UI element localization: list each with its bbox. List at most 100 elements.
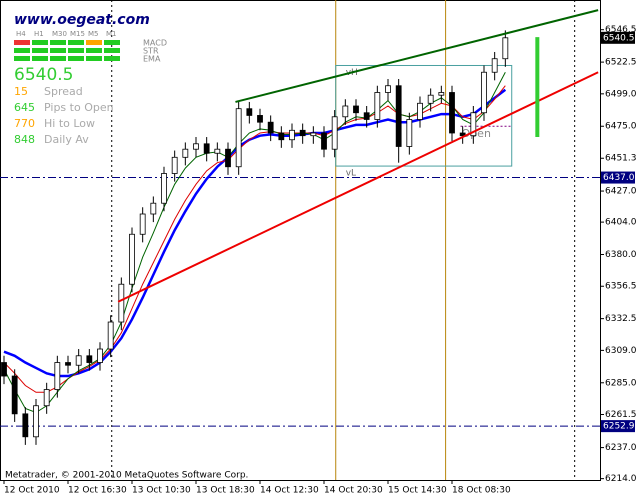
- candle-body: [54, 362, 61, 390]
- level-label: 6437.0: [603, 173, 635, 183]
- y-tick-label: 6214.0: [605, 474, 636, 484]
- candle-body: [129, 233, 135, 285]
- candle-body: [363, 112, 370, 120]
- price-label: 6540.5: [603, 33, 635, 43]
- candle-body: [75, 355, 82, 366]
- signal-box: [68, 56, 84, 61]
- candle-body: [395, 85, 402, 147]
- range-box: [335, 64, 513, 167]
- candle-body: [214, 148, 221, 154]
- candle-body: [43, 389, 50, 407]
- indicator-label: STR: [143, 47, 159, 56]
- candle-body: [299, 129, 306, 137]
- candle-body: [267, 121, 274, 134]
- plot-border: [0, 0, 601, 481]
- candle-body: [118, 283, 125, 323]
- candle-body: [406, 119, 413, 147]
- candle-body: [417, 102, 423, 120]
- candle-body: [182, 148, 189, 158]
- open-label: Open: [462, 127, 491, 140]
- candle-body: [193, 143, 199, 150]
- candle-body: [321, 132, 327, 150]
- candle-body: [289, 129, 295, 141]
- y-tick-label: 6285.0: [605, 378, 636, 388]
- candle-body: [107, 321, 114, 350]
- trendline: [235, 9, 599, 103]
- timeframe: M30: [52, 30, 67, 38]
- candle-body: [150, 202, 157, 215]
- candle-body: [203, 143, 210, 154]
- candle-body: [86, 355, 93, 363]
- y-tick-label: 6380.0: [605, 250, 636, 260]
- timeframe: M5: [88, 30, 99, 38]
- box-bottom-label: vL: [346, 169, 356, 179]
- candle-body: [161, 173, 167, 204]
- candle-body: [449, 92, 455, 134]
- candle-body: [331, 116, 338, 150]
- candle-body: [438, 92, 445, 96]
- stat-value: 848: [14, 133, 35, 146]
- y-tick-label: 6356.5: [605, 282, 636, 292]
- signal-box: [104, 56, 120, 61]
- candle-body: [246, 108, 253, 116]
- price-big: 6540.5: [14, 65, 73, 85]
- site-name: www.oegeat.com: [14, 12, 150, 28]
- level-label: 6252.9: [603, 422, 635, 432]
- y-tick-label: 6451.3: [605, 154, 636, 164]
- candle-body: [353, 105, 359, 114]
- level-box: [601, 171, 635, 184]
- signal-box: [68, 48, 84, 53]
- stat-value: 770: [14, 117, 35, 130]
- candle-body: [171, 156, 178, 174]
- indicator-label: MACD: [143, 39, 167, 48]
- timeframe: M15: [70, 30, 85, 38]
- x-tick-label: 14 Oct 12:30: [260, 486, 319, 496]
- price-box: [601, 31, 635, 44]
- signal-box: [86, 56, 102, 61]
- x-tick-label: 18 Oct 08:30: [452, 486, 511, 496]
- stat-label: Spread: [44, 85, 83, 98]
- signal-box: [50, 40, 66, 45]
- y-tick-label: 6546.5: [605, 25, 636, 35]
- stat-label: Daily Av: [44, 133, 89, 146]
- signal-box: [14, 48, 30, 53]
- signal-box: [14, 40, 30, 45]
- timeframe: H4: [16, 30, 26, 38]
- timeframe: M1: [106, 30, 117, 38]
- signal-box: [50, 56, 66, 61]
- candle-body: [235, 108, 242, 168]
- candle-body: [139, 213, 146, 235]
- indicator-label: EMA: [143, 55, 161, 64]
- signal-box: [68, 40, 84, 45]
- candle-body: [97, 348, 103, 363]
- stat-label: Pips to Open: [44, 101, 114, 114]
- candle-body: [342, 105, 349, 118]
- y-tick-label: 6237.0: [605, 443, 636, 453]
- candle-body: [278, 132, 285, 141]
- signal-box: [86, 40, 102, 45]
- signal-box: [50, 48, 66, 53]
- candle-body: [257, 115, 263, 123]
- candle-body: [33, 405, 39, 438]
- level-box: [601, 420, 635, 433]
- candle-body: [65, 362, 71, 366]
- stat-label: Hi to Low: [44, 117, 95, 130]
- signal-box: [32, 40, 48, 45]
- y-tick-label: 6522.5: [605, 58, 636, 68]
- y-tick-label: 6499.0: [605, 89, 636, 99]
- y-tick-label: 6427.0: [605, 187, 636, 197]
- candle-body: [385, 85, 391, 93]
- trendline: [117, 71, 599, 303]
- signal-box: [86, 48, 102, 53]
- candle-body: [427, 94, 434, 104]
- candle-body: [502, 37, 509, 60]
- candle-body: [470, 112, 477, 137]
- signal-box: [104, 40, 120, 45]
- signal-box: [104, 48, 120, 53]
- y-tick-label: 6309.0: [605, 346, 636, 356]
- candle-body: [225, 148, 231, 168]
- candle-body: [22, 413, 29, 438]
- x-tick-label: 13 Oct 18:30: [196, 486, 255, 496]
- y-tick-label: 6261.5: [605, 410, 636, 420]
